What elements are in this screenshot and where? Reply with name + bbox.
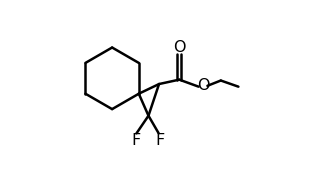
Text: O: O [197, 78, 209, 93]
Text: F: F [155, 133, 164, 147]
Text: F: F [131, 133, 140, 147]
Text: O: O [173, 40, 186, 55]
